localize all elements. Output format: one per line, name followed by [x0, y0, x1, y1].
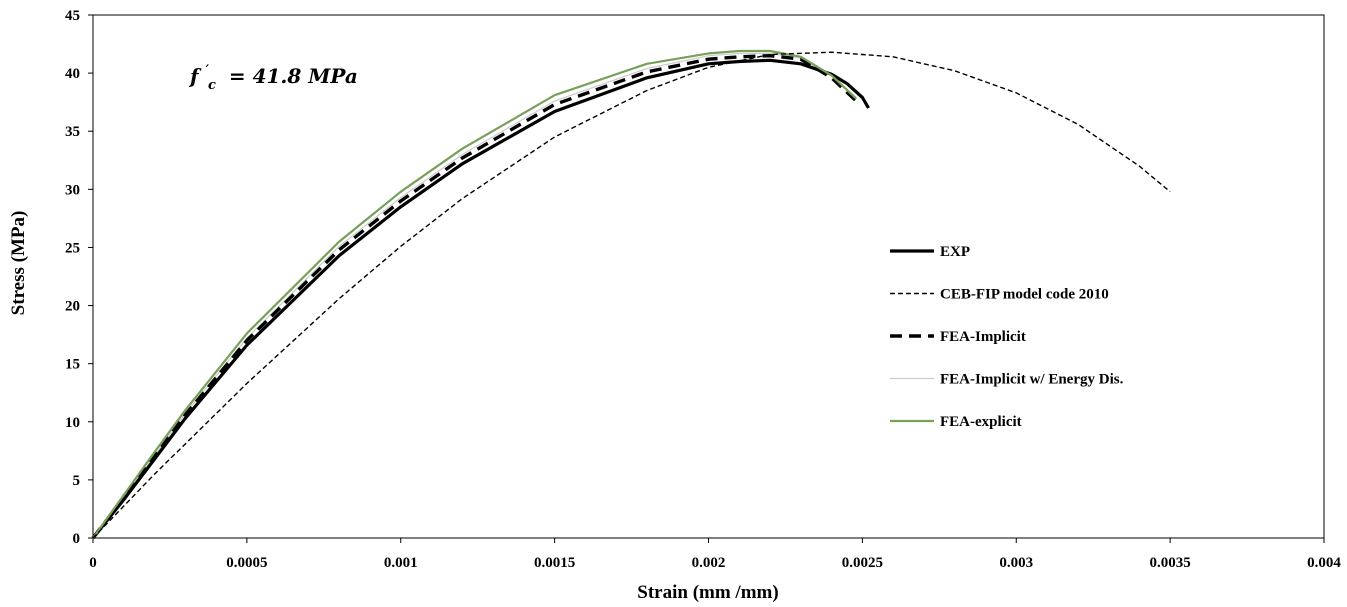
legend-label-fea-implicit-w-energy-dis: FEA-Implicit w/ Energy Dis. [940, 372, 1124, 388]
series-line-fea-implicit-w-energy-dis [92, 52, 857, 539]
y-tick-label: 10 [65, 415, 80, 431]
y-tick-label: 15 [65, 357, 80, 373]
series-line-fea-implicit [91, 54, 858, 540]
x-tick-label: 0.004 [1307, 555, 1341, 571]
legend-label-exp: EXP [940, 244, 970, 260]
fc-annotation-symbol: f [188, 64, 202, 88]
series-line-exp [91, 58, 870, 540]
y-axis-ticks: 0 5 10 15 20 25 30 35 40 45 [65, 8, 93, 547]
series-layer [91, 49, 1171, 540]
y-tick-label: 30 [65, 182, 80, 198]
x-tick-label: 0.0015 [534, 555, 575, 571]
y-tick-label: 0 [73, 531, 81, 547]
fc-annotation: f ′ c = 41.8 MPa [188, 55, 358, 94]
x-tick-label: 0.0005 [226, 555, 267, 571]
y-tick-label: 20 [65, 299, 80, 315]
svg-text:f ′ c = 41.8: f ′ c = 41.8 MPa [188, 55, 358, 94]
x-tick-label: 0.002 [692, 555, 726, 571]
x-tick-label: 0.001 [384, 555, 418, 571]
x-tick-label: 0.0025 [842, 555, 883, 571]
x-axis-title: Strain (mm /mm) [637, 582, 778, 603]
series-line-ceb-fip-model-code-2010 [92, 51, 1171, 539]
x-tick-label: 0.003 [999, 555, 1033, 571]
x-axis-ticks: 0 0.0005 0.001 0.0015 0.002 0.0025 0.003 0.0035… [89, 538, 1341, 571]
y-tick-label: 40 [65, 66, 80, 82]
fc-annotation-superscript: ′ [206, 63, 210, 78]
fc-annotation-value: = 41.8 MPa [229, 64, 358, 88]
legend-label-fea-explicit: FEA-explicit [940, 414, 1022, 430]
legend-label-ceb-fip-model-code-2010: CEB-FIP model code 2010 [940, 287, 1109, 303]
legend: EXP CEB-FIP model code 2010 FEA-Implicit FE… [890, 244, 1124, 430]
y-tick-label: 5 [73, 473, 81, 489]
y-tick-label: 25 [65, 240, 80, 256]
fc-annotation-subscript: c [208, 78, 216, 93]
legend-label-fea-implicit: FEA-Implicit [940, 329, 1026, 345]
x-tick-label: 0.0035 [1150, 555, 1191, 571]
y-tick-label: 45 [65, 8, 80, 24]
y-axis-title: Stress (MPa) [8, 211, 29, 316]
y-tick-label: 35 [65, 124, 80, 140]
x-tick-label: 0 [89, 555, 97, 571]
